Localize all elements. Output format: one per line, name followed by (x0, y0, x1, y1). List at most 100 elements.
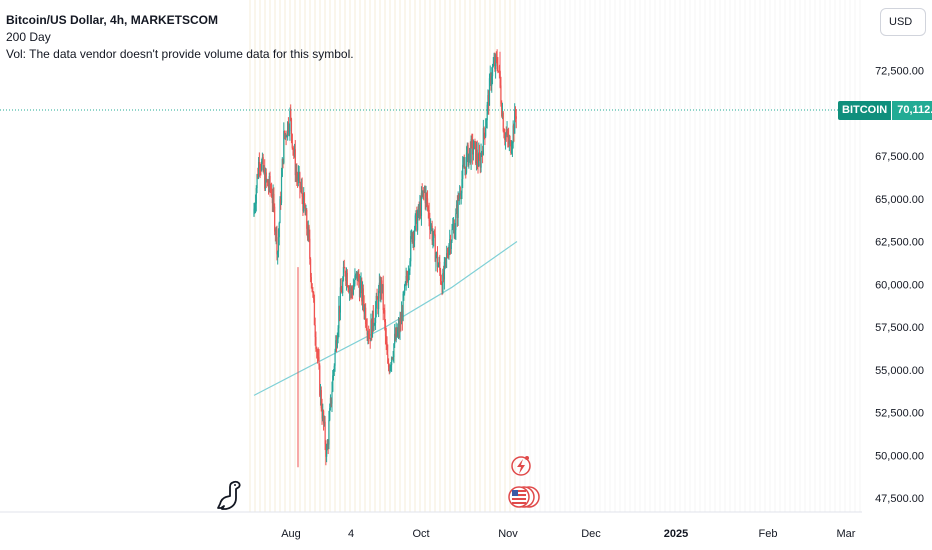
candle-body (485, 127, 487, 137)
candle-body (359, 283, 361, 297)
currency-button[interactable]: USD (880, 8, 926, 36)
candle-body (293, 149, 296, 154)
candle-body (472, 149, 475, 155)
candle-body (283, 130, 286, 137)
candle-body (512, 125, 514, 144)
y-tick-label: 50,000.00 (875, 450, 924, 462)
candle-body (480, 152, 482, 168)
candle-body (406, 275, 408, 279)
candle-body (289, 110, 291, 132)
candle-body (258, 162, 260, 167)
candle-body (294, 149, 296, 176)
candle-body (465, 152, 468, 173)
candle-body (485, 120, 488, 128)
candle-body (309, 238, 311, 259)
candle-body (352, 287, 354, 295)
candle-body (476, 149, 478, 162)
candle-body (437, 265, 439, 267)
candle-body (497, 66, 499, 71)
candle-body (280, 198, 282, 203)
candle-body (268, 176, 270, 189)
candle-body (266, 180, 268, 182)
candle-body (457, 195, 459, 218)
symbol-title[interactable]: Bitcoin/US Dollar, 4h, MARKETSCOM (6, 13, 219, 27)
candle-body (311, 283, 313, 292)
candle-body (443, 261, 445, 280)
candle-body (269, 176, 271, 189)
candle-body (483, 128, 485, 134)
candle-body (418, 205, 420, 213)
candle-body (500, 85, 502, 104)
candle-body (326, 442, 328, 450)
candle-body (446, 253, 448, 259)
candle-body (396, 327, 398, 336)
flash-event-icon[interactable] (511, 456, 531, 476)
candle-body (357, 273, 359, 281)
candle-body (473, 141, 475, 150)
candle-body (360, 280, 362, 284)
candle-body (422, 190, 424, 196)
candle-body (488, 95, 490, 106)
candle-body (423, 188, 426, 192)
candle-body (494, 60, 496, 70)
candle-body (321, 408, 323, 419)
us-flag-event-icon[interactable] (508, 486, 540, 508)
candle-body (374, 308, 377, 323)
candle-body (504, 137, 506, 140)
candle-body (313, 292, 315, 299)
y-tick-label: 57,500.00 (875, 322, 924, 334)
candle-body (445, 258, 447, 260)
candle-body (348, 288, 351, 293)
candle-body (273, 193, 275, 207)
candle-body (390, 364, 392, 367)
candle-body (384, 322, 387, 337)
candle-body (328, 420, 330, 445)
candle-body (373, 325, 375, 327)
candle-body (452, 227, 454, 230)
price-axis[interactable]: 47,500.00 50,000.00 52,500.00 55,000.00 57,5… (875, 66, 924, 506)
candle-body (347, 286, 349, 289)
candle-body (329, 408, 331, 421)
candle-body (300, 186, 303, 189)
candle-body (434, 234, 436, 262)
chart-legend: Bitcoin/US Dollar, 4h, MARKETSCOM 200 Da… (6, 12, 354, 63)
volume-note[interactable]: Vol: The data vendor doesn't provide vol… (6, 47, 354, 61)
candle-body (324, 421, 326, 445)
y-tick-label: 67,500.00 (875, 151, 924, 163)
candle-body (310, 277, 312, 284)
candle-body (392, 357, 394, 359)
y-tick-label: 55,000.00 (875, 365, 924, 377)
candle-body (498, 70, 500, 72)
candle-body (274, 206, 276, 232)
candle-body (496, 57, 498, 67)
tradingview-dino-icon[interactable] (214, 478, 244, 512)
candle-body (449, 239, 451, 246)
x-tick-label: 2025 (664, 528, 688, 540)
ma-indicator-label[interactable]: 200 Day (6, 30, 51, 44)
candle-body (399, 320, 401, 333)
candle-body (315, 336, 317, 349)
candle-body (267, 180, 269, 187)
candle-body (491, 76, 493, 86)
candle-body (371, 320, 373, 338)
candle-body (417, 205, 419, 217)
time-axis[interactable]: Aug 4 Oct Nov Dec 2025 Feb Mar (281, 528, 856, 540)
candle-body (389, 366, 391, 372)
candle-body (426, 198, 429, 208)
candle-body (463, 164, 465, 169)
candle-body (507, 131, 509, 138)
candle-body (466, 144, 468, 153)
candle-body (332, 375, 334, 392)
candle-body (446, 253, 449, 256)
candle-body (327, 442, 329, 445)
candle-body (479, 158, 481, 168)
candle-body (428, 209, 430, 221)
candle-body (270, 188, 272, 191)
candle-body (458, 195, 460, 199)
candle-body (501, 103, 503, 117)
candle-body (421, 192, 423, 196)
candle-body (313, 298, 315, 326)
candle-body (301, 186, 303, 197)
candle-body (491, 66, 494, 77)
